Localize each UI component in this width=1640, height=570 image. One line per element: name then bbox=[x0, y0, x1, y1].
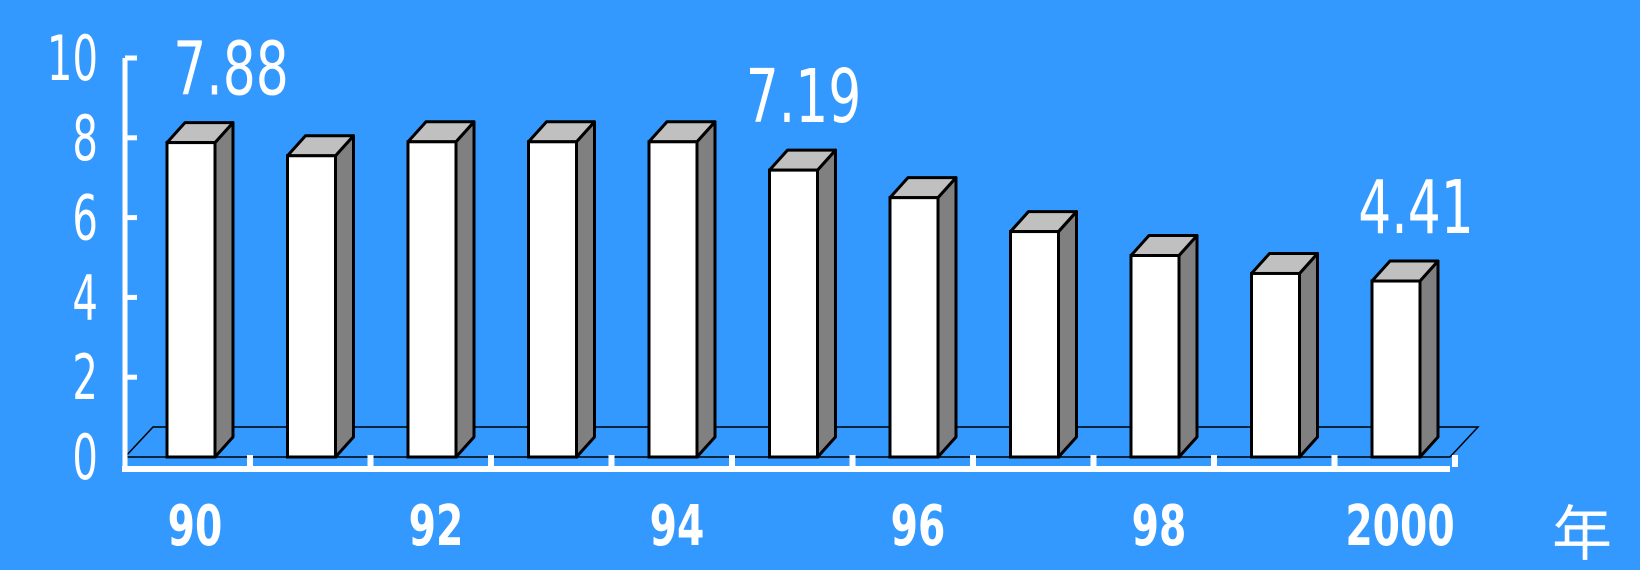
chart-axes bbox=[122, 55, 1458, 472]
bar-side bbox=[1418, 259, 1440, 459]
chart-floor bbox=[123, 426, 1480, 458]
bar-series bbox=[165, 120, 1440, 459]
bar-side bbox=[213, 121, 235, 459]
bar-group bbox=[1250, 251, 1319, 459]
bar-group bbox=[527, 120, 596, 459]
y-tick-label: 10 bbox=[47, 23, 98, 95]
x-tick-label: 98 bbox=[1132, 493, 1187, 559]
bar-group bbox=[1370, 259, 1440, 459]
bar-side bbox=[1057, 210, 1078, 459]
bar bbox=[768, 168, 819, 459]
y-tick-label: 8 bbox=[72, 102, 98, 174]
bar-group bbox=[1129, 234, 1199, 459]
bar-group bbox=[406, 120, 476, 459]
bar-side bbox=[1298, 251, 1319, 459]
x-tick-label: 92 bbox=[409, 493, 464, 559]
y-tick-label: 2 bbox=[72, 342, 98, 414]
bar bbox=[1009, 230, 1060, 459]
data-label: 4.41 bbox=[1358, 164, 1474, 251]
bar bbox=[1370, 279, 1422, 459]
bar-side bbox=[936, 176, 958, 459]
bar bbox=[527, 140, 578, 459]
bar-group bbox=[647, 120, 717, 459]
x-tick-label: 94 bbox=[650, 493, 705, 559]
floor-plane bbox=[123, 426, 1480, 458]
bar bbox=[1250, 271, 1301, 459]
bar-side bbox=[575, 120, 596, 459]
bar bbox=[647, 140, 699, 459]
bar-group bbox=[165, 121, 235, 459]
y-tick-label: 0 bbox=[72, 422, 98, 494]
bar bbox=[406, 140, 458, 459]
bar-group bbox=[286, 134, 355, 459]
x-tick-label: 90 bbox=[168, 493, 223, 559]
bar bbox=[286, 154, 337, 459]
bar bbox=[1129, 254, 1181, 459]
data-label: 7.88 bbox=[173, 25, 289, 112]
bar-group bbox=[768, 148, 837, 459]
chart-labels: 0 2 4 6 810 90 92 94 96 98 2000 7.88 7.19 4.41 年 bbox=[47, 23, 1612, 570]
bar-side bbox=[454, 120, 476, 459]
y-tick-label: 4 bbox=[72, 262, 98, 334]
bar bbox=[165, 141, 217, 459]
data-label: 7.19 bbox=[746, 53, 862, 140]
bar-side bbox=[816, 148, 837, 459]
x-tick-label: 2000 bbox=[1345, 493, 1454, 559]
bar-group bbox=[1009, 210, 1078, 459]
x-tick-label: 96 bbox=[891, 493, 946, 559]
bar-side bbox=[1177, 234, 1199, 459]
bar-side bbox=[334, 134, 355, 459]
bar bbox=[888, 196, 940, 459]
bar-side bbox=[695, 120, 717, 459]
bar-group bbox=[888, 176, 958, 459]
y-tick-label: 6 bbox=[72, 182, 98, 254]
x-axis-label: 年 bbox=[1552, 500, 1612, 570]
